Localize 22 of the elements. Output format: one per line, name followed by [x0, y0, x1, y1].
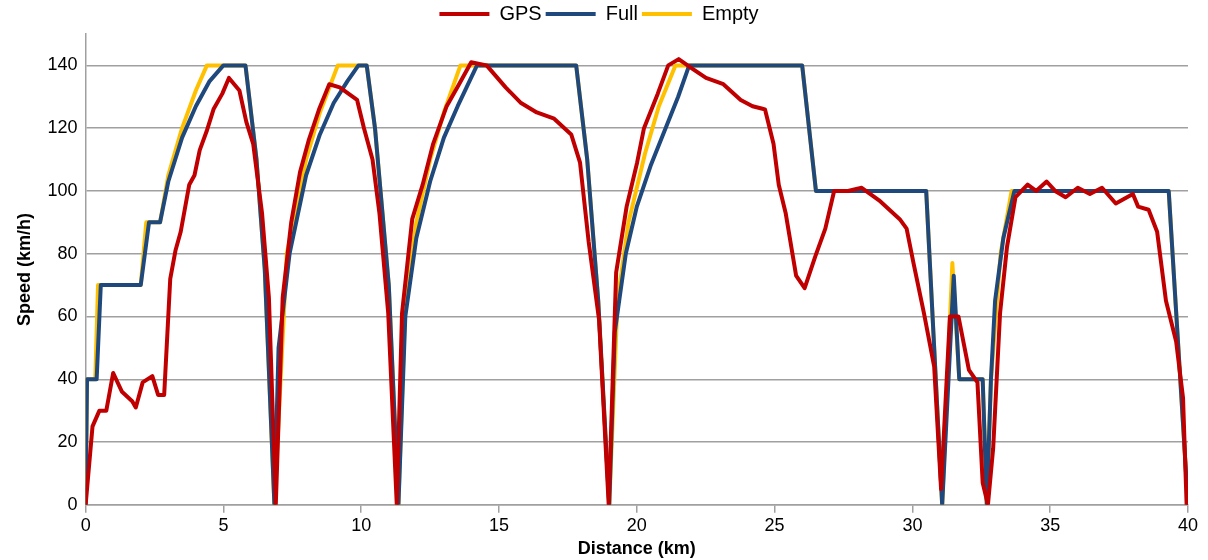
x-tick-label: 0 — [80, 514, 91, 535]
legend-label: Empty — [701, 1, 759, 24]
y-tick-label: 100 — [47, 179, 78, 200]
x-tick-label: 15 — [489, 514, 510, 535]
y-tick-label: 20 — [57, 431, 78, 451]
x-tick-label: 5 — [218, 514, 229, 535]
x-tick-label: 35 — [1040, 514, 1061, 535]
legend-label: Full — [605, 1, 638, 24]
y-tick-label: 40 — [57, 368, 78, 389]
x-tick-label: 30 — [902, 514, 923, 535]
y-axis-title: Speed (km/h) — [13, 212, 34, 326]
x-tick-label: 40 — [1177, 514, 1199, 535]
y-tick-label: 120 — [47, 117, 78, 138]
y-tick-label: 80 — [57, 242, 78, 263]
x-axis-title: Distance (km) — [577, 538, 696, 559]
x-tick-label: 25 — [764, 514, 785, 535]
x-tick-label: 20 — [626, 514, 647, 535]
y-tick-label: 0 — [67, 493, 78, 514]
y-tick-label: 140 — [47, 54, 78, 75]
x-tick-label: 10 — [351, 514, 372, 535]
legend-label: GPS — [499, 1, 542, 24]
y-tick-label: 60 — [57, 305, 78, 326]
